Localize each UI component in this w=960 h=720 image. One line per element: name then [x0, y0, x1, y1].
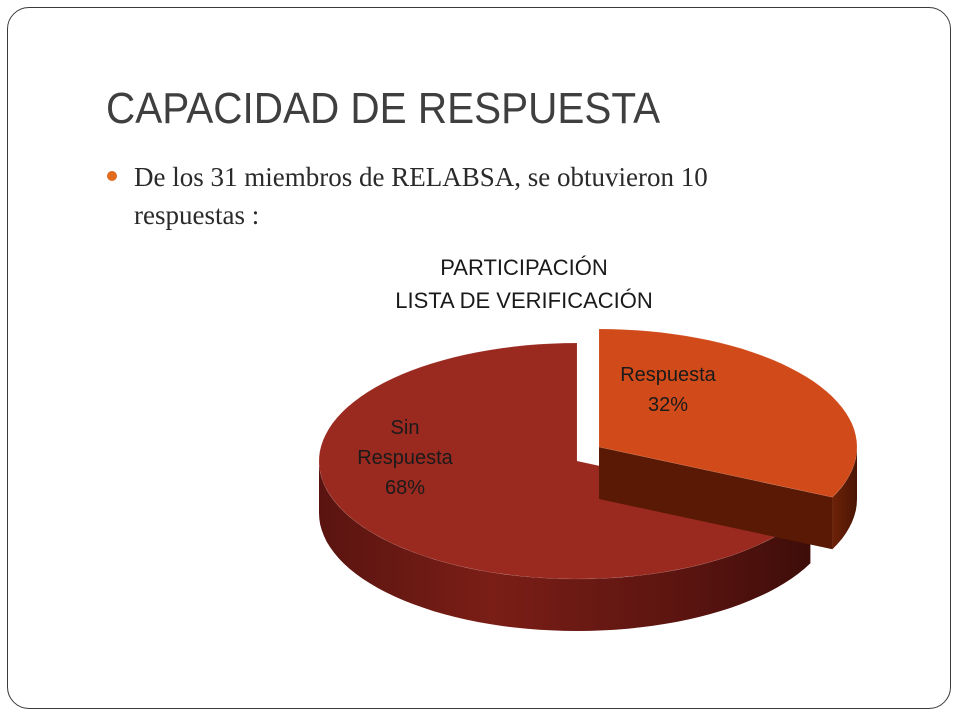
pie-slice-sin-respuesta — [318, 342, 812, 580]
pie-slice-side-sin-respuesta — [319, 461, 811, 631]
chart-title-line-2: LISTA DE VERIFICACIÓN — [395, 288, 653, 313]
slide-title: CAPACIDAD DE RESPUESTA — [106, 84, 661, 133]
slice-label-sin-respuesta-0: Sin — [391, 417, 420, 439]
slice-label-respuesta-0: Respuesta — [620, 364, 716, 386]
slice-label-sin-respuesta-2: 68% — [385, 477, 425, 499]
pie-slice-respuesta — [598, 328, 858, 498]
pie-slice-cut-respuesta — [599, 447, 833, 550]
bullet-text: De los 31 miembros de RELABSA, se obtuvi… — [134, 162, 708, 230]
chart-title-line-1: PARTICIPACIÓN — [440, 255, 607, 280]
slice-labels: Respuesta 32% Sin Respuesta 68% — [357, 364, 716, 499]
slice-label-sin-respuesta-1: Respuesta — [357, 447, 453, 469]
slice-label-respuesta-1: 32% — [648, 394, 688, 416]
slide-frame — [7, 7, 951, 709]
pie-slice-side-respuesta — [832, 447, 857, 550]
pie-group — [318, 328, 858, 631]
bullet-icon — [107, 171, 117, 181]
